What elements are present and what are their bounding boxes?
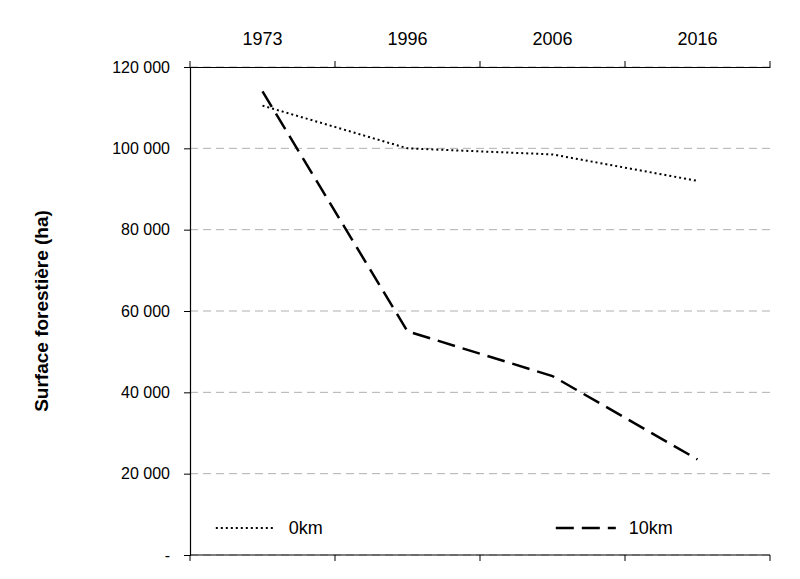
y-tick: 40 000 [121, 384, 190, 401]
grid [190, 67, 770, 555]
legend-item: 10km [556, 518, 673, 538]
chart: - 20 000 40 000 60 000 80 000 100 000 120 000 1… [0, 0, 800, 579]
x-tick: 2016 [677, 29, 717, 67]
y-tick-label: 20 000 [121, 465, 170, 482]
y-tick-label: 120 000 [112, 59, 170, 76]
y-tick: 20 000 [121, 465, 190, 482]
series-lines [263, 91, 698, 459]
y-tick-mark [184, 230, 190, 231]
bottom-boundary-tick [335, 555, 336, 561]
y-tick: 60 000 [121, 303, 190, 320]
y-tick: 120 000 [112, 59, 190, 76]
legend-swatch [556, 527, 616, 530]
x-axis: 1973 1996 2006 2016 [191, 29, 771, 68]
bottom-boundary-tick [480, 555, 481, 561]
bottom-boundary-tick [770, 555, 771, 561]
x-tick-label: 1973 [242, 29, 282, 49]
y-tick-label: 60 000 [121, 303, 170, 320]
x-boundary-ticks [190, 61, 770, 67]
x-boundary-tick [335, 61, 336, 67]
y-axis: - 20 000 40 000 60 000 80 000 100 000 120 000 [112, 59, 190, 564]
y-tick-label: 40 000 [121, 384, 170, 401]
x-tick-label: 2006 [532, 29, 572, 49]
series-line [263, 91, 698, 459]
legend-swatch [216, 527, 276, 529]
y-tick: 100 000 [112, 140, 190, 157]
y-tick-mark [184, 474, 190, 475]
x-boundary-tick [770, 61, 771, 67]
legend: 0km 10km [216, 518, 673, 538]
x-tick: 1996 [387, 29, 427, 67]
bottom-boundary-tick [190, 555, 191, 561]
grid-line [190, 473, 770, 474]
x-tick: 2006 [532, 29, 572, 67]
x-tick: 1973 [242, 29, 282, 67]
y-tick-mark [184, 67, 190, 68]
x-tick-label: 1996 [387, 29, 427, 49]
series-line [263, 106, 698, 181]
y-tick-mark [184, 148, 190, 149]
y-tick: - [165, 547, 190, 564]
x-boundary-tick [625, 61, 626, 67]
x-axis-line [191, 67, 771, 68]
y-tick-mark [184, 311, 190, 312]
y-tick-label: 100 000 [112, 140, 170, 157]
y-tick-mark [184, 555, 190, 556]
y-tick: 80 000 [121, 221, 190, 238]
grid-line [190, 229, 770, 230]
y-axis-title: Surface forestière (ha) [31, 210, 52, 412]
x-boundary-tick [190, 61, 191, 67]
y-axis-line [184, 68, 191, 556]
plot: - 20 000 40 000 60 000 80 000 100 000 120 000 1… [112, 29, 770, 564]
y-tick-mark [184, 392, 190, 393]
x-boundary-tick [480, 61, 481, 67]
legend-label: 10km [629, 518, 673, 538]
y-tick-label: - [165, 547, 170, 564]
grid-line [190, 148, 770, 149]
bottom-boundary-ticks [190, 555, 770, 561]
x-tick-label: 2016 [677, 29, 717, 49]
y-tick-label: 80 000 [121, 221, 170, 238]
bottom-boundary-tick [625, 555, 626, 561]
legend-item: 0km [216, 518, 323, 538]
legend-label: 0km [289, 518, 323, 538]
grid-line [190, 311, 770, 312]
grid-line [190, 392, 770, 393]
